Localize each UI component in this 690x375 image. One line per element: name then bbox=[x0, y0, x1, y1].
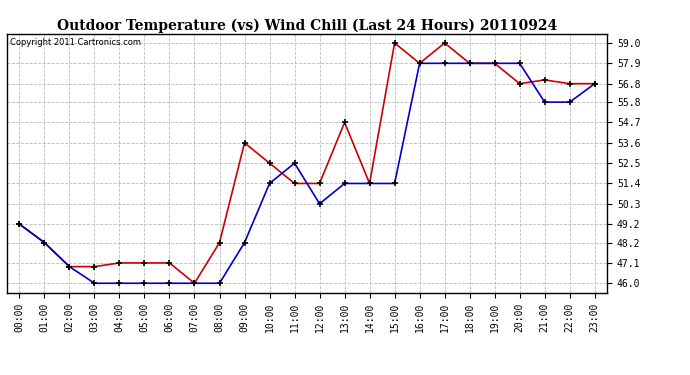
Title: Outdoor Temperature (vs) Wind Chill (Last 24 Hours) 20110924: Outdoor Temperature (vs) Wind Chill (Las… bbox=[57, 18, 558, 33]
Text: Copyright 2011 Cartronics.com: Copyright 2011 Cartronics.com bbox=[10, 38, 141, 46]
